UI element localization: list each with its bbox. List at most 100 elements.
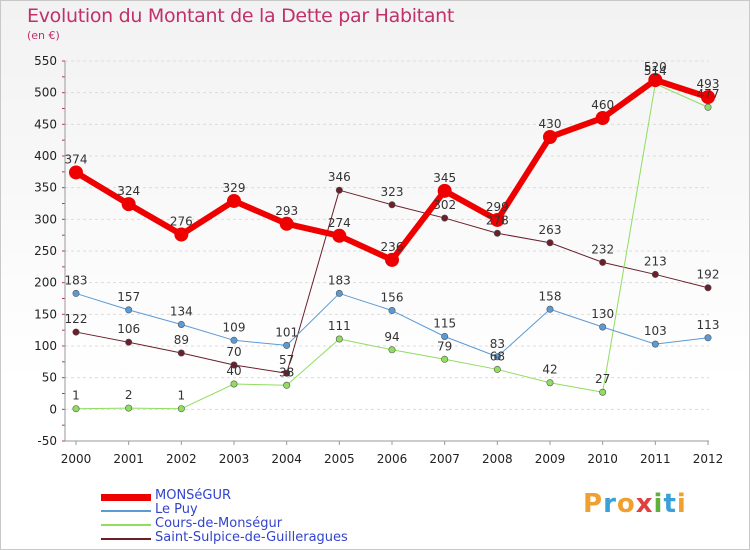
data-label: 94 [384, 330, 399, 344]
data-label: 27 [595, 372, 610, 386]
x-tick-label: 2002 [166, 452, 197, 466]
data-label: 113 [697, 318, 720, 332]
data-label: 83 [490, 337, 505, 351]
x-tick-label: 2011 [640, 452, 671, 466]
x-tick-label: 2010 [587, 452, 618, 466]
logo-letter: o [616, 489, 636, 519]
x-tick-label: 2004 [271, 452, 302, 466]
data-label: 460 [591, 98, 614, 112]
logo-letter: i [676, 489, 687, 519]
data-point [230, 336, 238, 344]
data-point [335, 289, 343, 297]
data-label: 89 [174, 333, 189, 347]
x-tick-label: 2006 [377, 452, 408, 466]
data-label: 115 [433, 317, 456, 331]
data-point [493, 365, 501, 373]
x-tick-label: 2007 [429, 452, 460, 466]
legend-swatch [101, 538, 151, 540]
data-label: 130 [591, 307, 614, 321]
data-point [651, 270, 659, 278]
data-label: 106 [117, 322, 140, 336]
data-point [125, 338, 133, 346]
data-label: 101 [275, 325, 298, 339]
data-point [704, 334, 712, 342]
data-point [441, 332, 449, 340]
data-label: 122 [65, 312, 88, 326]
data-point [388, 346, 396, 354]
logo-letter: P [583, 489, 604, 519]
logo-letter: r [603, 489, 617, 519]
data-point [283, 341, 291, 349]
data-point [283, 381, 291, 389]
data-point [283, 369, 291, 377]
x-tick-label: 2005 [324, 452, 355, 466]
legend-swatch [101, 493, 151, 501]
legend-label: Le Puy [155, 502, 198, 517]
data-point [177, 405, 185, 413]
data-point [177, 320, 185, 328]
data-point [546, 305, 554, 313]
data-label: 158 [539, 289, 562, 303]
y-tick-label: 150 [34, 307, 57, 321]
data-label: 111 [328, 319, 351, 333]
data-point [599, 388, 607, 396]
data-label: 232 [591, 242, 614, 256]
data-label: 156 [381, 291, 404, 305]
legend-label: Saint-Sulpice-de-Guilleragues [155, 530, 348, 545]
data-point [437, 183, 452, 198]
data-point [121, 197, 136, 212]
data-label: 183 [65, 273, 88, 287]
logo-letter: t [663, 489, 677, 519]
data-label: 57 [279, 353, 294, 367]
data-label: 329 [223, 181, 246, 195]
data-label: 157 [117, 290, 140, 304]
data-point [72, 328, 80, 336]
data-point [599, 258, 607, 266]
data-label: 213 [644, 254, 667, 268]
data-label: 109 [223, 320, 246, 334]
y-tick-label: 300 [34, 212, 57, 226]
data-label: 183 [328, 273, 351, 287]
data-label: 293 [275, 204, 298, 218]
data-label: 374 [65, 152, 88, 166]
y-tick-label: 500 [34, 86, 57, 100]
data-label: 70 [226, 345, 241, 359]
data-label: 345 [433, 171, 456, 185]
data-label: 430 [539, 117, 562, 131]
data-label: 40 [226, 364, 241, 378]
y-tick-label: 250 [34, 244, 57, 258]
data-point [388, 201, 396, 209]
data-point [72, 405, 80, 413]
data-point [230, 380, 238, 388]
data-point [651, 340, 659, 348]
data-label: 323 [381, 185, 404, 199]
data-point [543, 130, 557, 144]
data-label: 2 [125, 388, 133, 402]
data-label: 302 [433, 198, 456, 212]
data-point [174, 227, 189, 242]
x-tick-label: 2008 [482, 452, 513, 466]
data-point [704, 103, 712, 111]
data-label: 263 [539, 223, 562, 237]
data-point [546, 379, 554, 387]
x-tick-label: 2000 [61, 452, 92, 466]
data-label: 324 [117, 184, 140, 198]
data-point [388, 307, 396, 315]
y-tick-label: -50 [37, 434, 57, 448]
data-point [385, 252, 399, 267]
legend-swatch [101, 510, 151, 512]
data-point [335, 335, 343, 343]
legend-label: Cours-de-Monségur [155, 516, 283, 531]
data-point [177, 349, 185, 357]
data-label: 1 [72, 389, 80, 403]
data-point [69, 165, 83, 180]
x-tick-label: 2001 [113, 452, 144, 466]
data-point [648, 73, 663, 87]
data-label: 274 [328, 216, 351, 230]
y-tick-label: 450 [34, 117, 57, 131]
y-tick-label: 200 [34, 276, 57, 290]
y-tick-label: 550 [34, 54, 57, 68]
y-tick-label: 0 [49, 402, 57, 416]
data-label: 278 [486, 213, 509, 227]
